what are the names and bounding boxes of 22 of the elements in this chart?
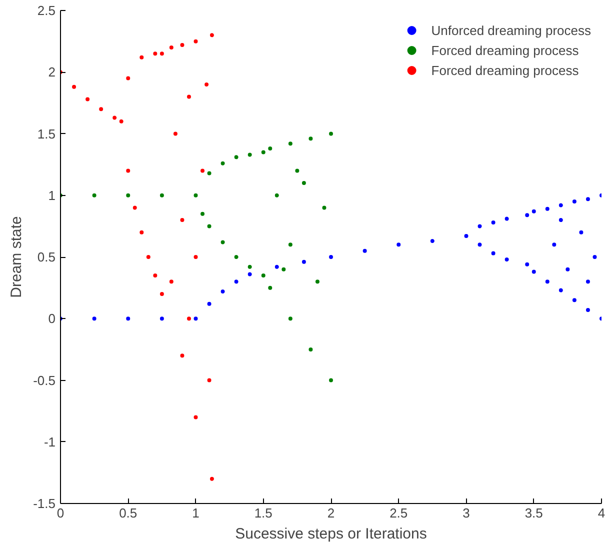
y-tick-label: -0.5	[33, 372, 56, 388]
x-tick-label: 3	[462, 506, 470, 520]
y-tick-label: -1.5	[33, 496, 56, 511]
x-tick-label: 2.5	[390, 506, 408, 520]
y-axis-title: Dream state	[8, 216, 26, 298]
y-tick-label: 2.5	[37, 3, 56, 18]
x-tick-label: 1	[192, 506, 200, 520]
y-tick-label: 0.5	[37, 250, 56, 264]
legend-label: Forced dreaming process	[431, 42, 579, 58]
legend-label: Unforced dreaming process	[431, 22, 591, 38]
x-tick-label: 3.5	[524, 506, 543, 520]
y-tick-label: 0	[48, 311, 56, 326]
x-tick-label: 1.5	[254, 506, 272, 520]
y-tick-label: 1.5	[37, 126, 56, 142]
legend-label: Forced dreaming process	[431, 62, 579, 78]
y-tick-label: 1	[48, 188, 56, 203]
y-tick-label: 2	[48, 64, 56, 80]
y-tick-label: -1	[44, 434, 56, 450]
x-tick-label: 0.5	[119, 506, 138, 520]
x-axis-title: Sucessive steps or Iterations	[235, 526, 427, 542]
x-tick-label: 2	[327, 506, 335, 520]
x-tick-label: 4	[598, 506, 606, 520]
